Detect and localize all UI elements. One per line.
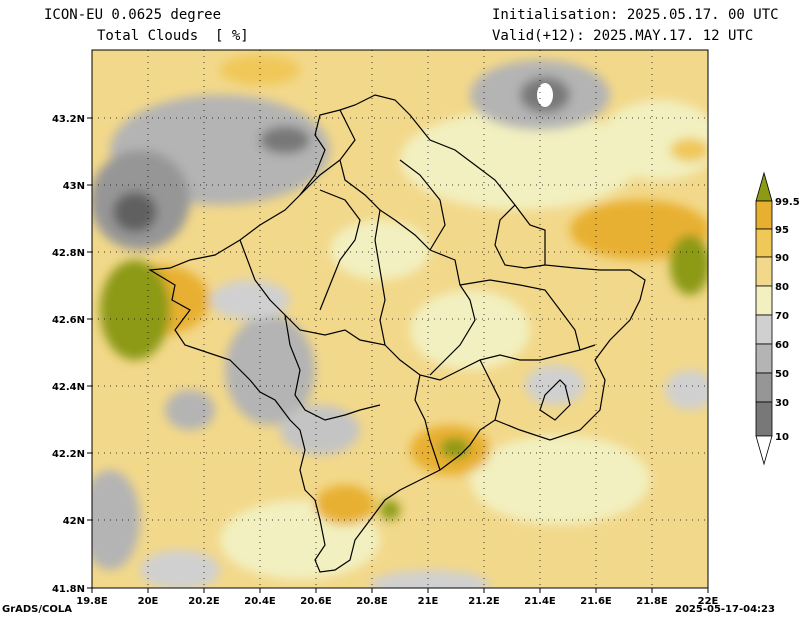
x-tick-label: 21.2E: [468, 596, 500, 607]
colorbar-label: 99.5: [775, 197, 800, 208]
colorbar-label: 70: [775, 311, 789, 322]
colorbar-segment: [755, 285, 773, 316]
colorbar-label: 50: [775, 369, 789, 380]
colorbar-label: 90: [775, 253, 789, 264]
x-tick-label: 21.8E: [636, 596, 668, 607]
cloud-field: [92, 50, 708, 588]
x-tick-label: 20E: [138, 596, 159, 607]
y-tick-label: 42.4N: [52, 382, 85, 393]
colorbar-segment: [755, 343, 773, 374]
colorbar-label: 80: [775, 282, 789, 293]
colorbar-segment: [755, 200, 773, 230]
y-tick-label: 42.6N: [52, 315, 85, 326]
colorbar-label: 10: [775, 432, 789, 443]
y-tick-label: 42.2N: [52, 449, 85, 460]
x-tick-label: 21.6E: [580, 596, 612, 607]
variable-title: Total Clouds [ %]: [97, 28, 249, 44]
x-tick-label: 20.8E: [356, 596, 388, 607]
x-tick-label: 20.4E: [244, 596, 276, 607]
colorbar-segment: [755, 372, 773, 403]
init-time: Initialisation: 2025.05.17. 00 UTC: [492, 7, 779, 23]
x-tick-label: 21.4E: [524, 596, 556, 607]
colorbar: [755, 171, 773, 466]
colorbar-segment: [755, 314, 773, 345]
model-title: ICON-EU 0.0625 degree: [44, 7, 222, 23]
colorbar-label: 60: [775, 340, 789, 351]
colorbar-segment: [755, 228, 773, 258]
y-tick-label: 43N: [63, 181, 85, 192]
y-tick-label: 41.8N: [52, 584, 85, 595]
colorbar-segment: [755, 256, 773, 287]
tick-marks: [87, 117, 709, 593]
x-tick-label: 22E: [698, 596, 719, 607]
credit-label: GrADS/COLA: [2, 604, 72, 615]
colorbar-label: 95: [775, 225, 789, 236]
y-tick-label: 42.8N: [52, 248, 85, 259]
colorbar-top-arrow: [755, 171, 773, 202]
y-tick-label: 43.2N: [52, 114, 85, 125]
border-lines: [148, 94, 646, 573]
grid-lines: [92, 50, 708, 588]
timestamp-label: 2025-05-17-04:23: [675, 604, 775, 615]
colorbar-bottom-arrow: [755, 435, 773, 466]
x-tick-label: 21E: [418, 596, 439, 607]
colorbar-segment: [755, 401, 773, 437]
valid-time: Valid(+12): 2025.MAY.17. 12 UTC: [492, 28, 754, 44]
x-tick-label: 19.8E: [76, 596, 108, 607]
y-tick-label: 42N: [63, 516, 85, 527]
x-tick-label: 20.2E: [188, 596, 220, 607]
x-tick-label: 20.6E: [300, 596, 332, 607]
colorbar-label: 30: [775, 398, 789, 409]
